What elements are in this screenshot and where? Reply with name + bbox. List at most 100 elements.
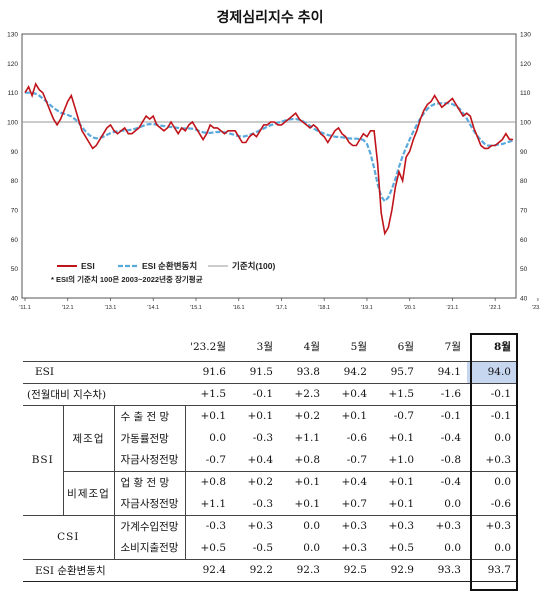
month-header: 4월 — [279, 333, 326, 362]
component-value: -0.3 — [185, 514, 232, 537]
x-tick-label: '18.1 — [318, 305, 330, 311]
component-value: -0.6 — [346, 432, 367, 444]
series-esi-cycle-line — [25, 91, 514, 203]
esi-value: 94.0 — [467, 361, 517, 384]
component-value: -0.5 — [252, 541, 273, 554]
component-value: +1.1 — [294, 432, 321, 444]
component-row: 소비지출전망 +0.5 -0.5 0.0 +0.3 +0.5 0.0 0.0 — [23, 537, 517, 559]
component-label: 자금사정전망 — [113, 449, 186, 471]
y-axis-right: 40 50 60 70 80 90 100 110 120 130 — [520, 32, 531, 303]
component-value: +0.1 — [232, 404, 279, 427]
change-value: +0.4 — [326, 383, 373, 406]
month-header: 5월 — [326, 333, 373, 362]
component-label: 가동률전망 — [113, 427, 186, 449]
component-value: +0.8 — [185, 470, 232, 493]
cycle-value: 92.2 — [232, 558, 279, 582]
cycle-value: 93.7 — [467, 558, 517, 582]
component-row: 비제조업 업 황 전 망 +0.8 +0.2 +0.1 +0.4 +0.1 -0.4 0.0 — [23, 470, 517, 515]
change-value: +1.5 — [185, 383, 232, 406]
cycle-value: 92.3 — [279, 558, 326, 582]
month-header: 8월 — [467, 333, 517, 362]
change-row: (전월대비 지수차) +1.5 -0.1 +2.3 +0.4 +1.5 -1.6 -0.1 — [23, 383, 517, 406]
component-value: +0.1 — [373, 470, 420, 493]
component-label: 소비지출전망 — [113, 537, 186, 559]
component-label: 수 출 전 망 — [113, 404, 186, 427]
bsi-group-label: BSI — [23, 404, 63, 515]
y-tick-label-right: 90 — [520, 149, 528, 156]
y-tick-label-left: 90 — [11, 149, 19, 156]
component-label: 자금사정전망 — [113, 493, 186, 515]
x-tick-label: '15.1 — [190, 305, 202, 311]
component-value: -0.7 — [346, 453, 367, 466]
esi-value: 91.5 — [232, 361, 279, 384]
legend-cycle-label: ESI 순환변동치 — [142, 261, 197, 271]
component-value: -0.8 — [440, 453, 461, 466]
plot-area-frame — [21, 33, 517, 299]
y-tick-label-left: 70 — [11, 208, 19, 215]
component-value: -0.3 — [252, 432, 273, 444]
month-header: 7월 — [420, 333, 467, 362]
cycle-value: 92.4 — [185, 558, 232, 582]
component-value: +0.5 — [388, 541, 415, 554]
y-tick-label-right: 60 — [520, 237, 528, 244]
y-tick-label-right: 70 — [520, 208, 528, 215]
component-value: -0.6 — [490, 497, 511, 510]
component-value: +0.4 — [326, 470, 373, 493]
y-tick-label-right: 100 — [520, 120, 531, 127]
x-tick-label: '23.1 — [532, 305, 540, 311]
component-row: 가동률전망 0.0 -0.3 +1.1 -0.6 +0.1 -0.4 0.0 — [23, 427, 517, 449]
component-value: +0.1 — [185, 404, 232, 427]
table-header-row: '23.2월 3월 4월 5월 6월 7월 8월 — [23, 333, 517, 362]
component-value: +1.0 — [388, 453, 415, 466]
esi-value: 94.1 — [420, 361, 467, 384]
component-value: +0.2 — [232, 470, 279, 493]
month-header: '23.2월 — [185, 333, 232, 362]
change-value: +2.3 — [279, 383, 326, 406]
cycle-row-label: ESI 순환변동치 — [23, 558, 185, 582]
y-tick-label-right: 130 — [520, 32, 531, 39]
x-tick-label: '13.1 — [105, 305, 117, 311]
change-value: -0.1 — [232, 383, 279, 406]
component-value: +0.1 — [279, 470, 326, 493]
esi-value: 94.2 — [326, 361, 373, 384]
y-tick-label-left: 60 — [11, 237, 19, 244]
x-tick-label: '21.1 — [447, 305, 459, 311]
y-tick-label-right: 50 — [520, 266, 528, 273]
month-header: 3월 — [232, 333, 279, 362]
month-header: 6월 — [373, 333, 420, 362]
component-value: +0.3 — [232, 514, 279, 537]
component-label: 업 황 전 망 — [113, 470, 186, 493]
component-value: +0.1 — [388, 497, 415, 510]
component-value: +0.3 — [326, 514, 373, 537]
y-tick-label-left: 40 — [11, 296, 19, 303]
change-value: -1.6 — [420, 383, 467, 406]
esi-value: 93.8 — [279, 361, 326, 384]
y-tick-label-left: 130 — [7, 32, 18, 39]
component-value: 0.0 — [467, 470, 517, 493]
component-value: +1.1 — [200, 497, 227, 510]
y-tick-label-right: 110 — [520, 90, 531, 97]
y-tick-label-right: 40 — [520, 296, 528, 303]
legend-note: * ESI의 기준치 100은 2003~2022년중 장기평균 — [51, 274, 203, 284]
series-esi-line — [24, 81, 514, 236]
component-value: +0.3 — [373, 514, 420, 537]
esi-value: 91.6 — [185, 361, 232, 384]
component-value: +0.1 — [294, 497, 321, 510]
component-value: +0.3 — [420, 514, 467, 537]
x-tick-label: '11.1 — [19, 305, 30, 311]
y-tick-label-left: 120 — [7, 61, 18, 68]
cycle-value: 92.9 — [373, 558, 420, 582]
esi-line-chart: 경제심리지수 추이 40 50 60 70 80 90 100 110 120 130 40 50 6… — [7, 9, 540, 311]
component-value: +0.1 — [388, 432, 415, 444]
component-value: +0.3 — [485, 453, 512, 466]
esi-table-container: '23.2월 3월 4월 5월 6월 7월 8월 ESI 91.6 91.5 93.8 94.2 95.… — [23, 333, 517, 591]
y-tick-label-right: 80 — [520, 178, 528, 185]
x-tick-label: '16.1 — [233, 305, 245, 311]
legend: ESI ESI 순환변동치 기준치(100) * ESI의 기준치 100은 2… — [51, 261, 275, 284]
x-tick-label: '22.1 — [489, 305, 501, 311]
csi-group-label: CSI — [23, 514, 114, 559]
component-value: 0.0 — [303, 541, 320, 554]
legend-esi-label: ESI — [81, 261, 95, 271]
component-value: 0.0 — [279, 514, 326, 537]
component-value: 0.0 — [444, 541, 461, 554]
